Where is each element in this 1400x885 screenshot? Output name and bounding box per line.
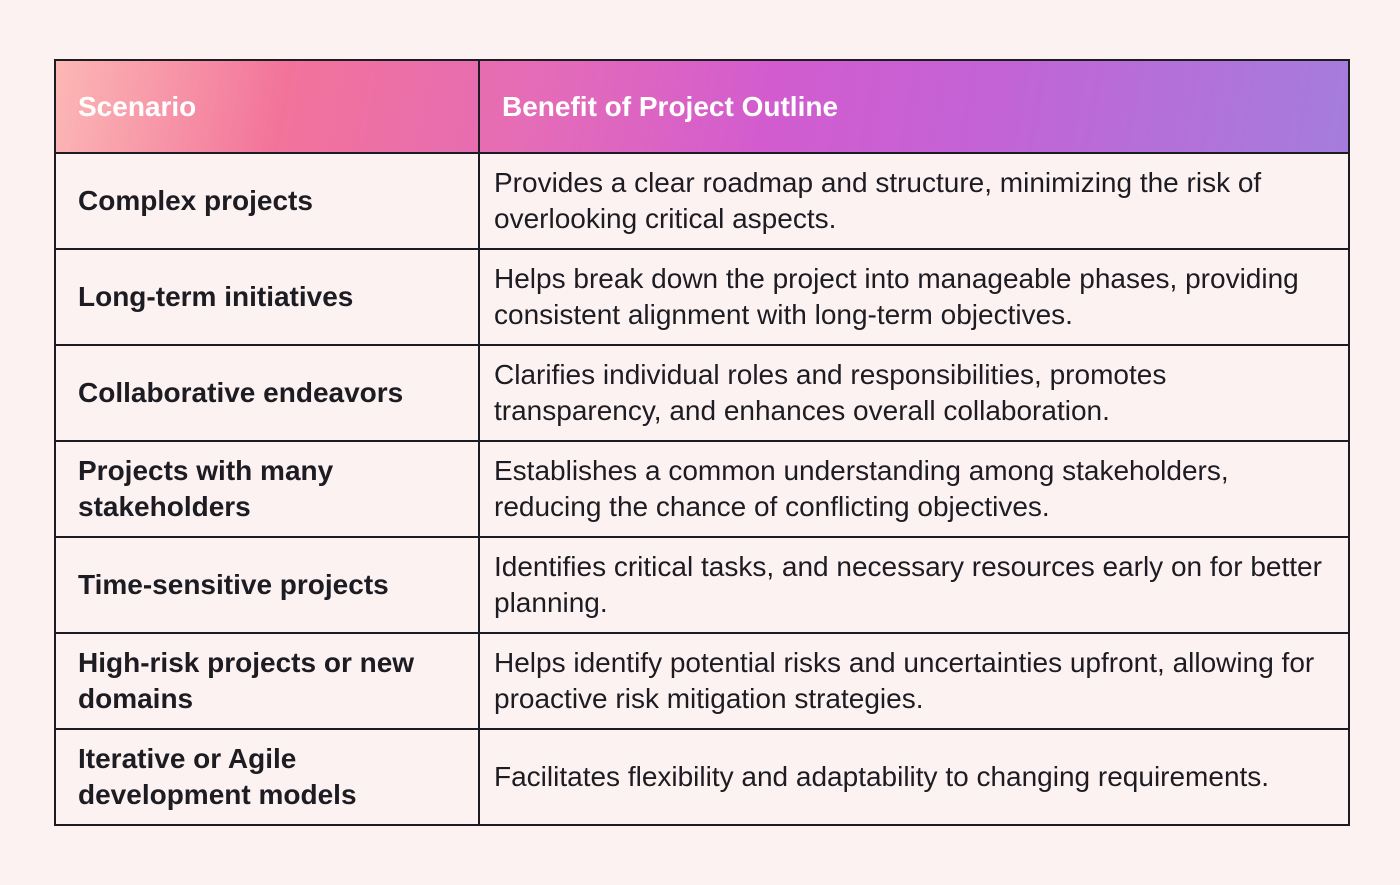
table-row: High-risk projects or new domains Helps … [54, 632, 1350, 730]
benefit-cell: Clarifies individual roles and responsib… [478, 344, 1350, 442]
scenario-benefit-table: Scenario Benefit of Project Outline Comp… [54, 59, 1350, 826]
table-row: Collaborative endeavors Clarifies indivi… [54, 344, 1350, 442]
scenario-cell: Projects with many stakeholders [54, 440, 480, 538]
scenario-cell: Time-sensitive projects [54, 536, 480, 634]
benefit-cell: Facilitates flexibility and adaptability… [478, 728, 1350, 826]
benefit-cell: Provides a clear roadmap and structure, … [478, 152, 1350, 250]
benefit-cell: Helps break down the project into manage… [478, 248, 1350, 346]
scenario-cell: Complex projects [54, 152, 480, 250]
table-row: Iterative or Agile development models Fa… [54, 728, 1350, 826]
scenario-cell: Iterative or Agile development models [54, 728, 480, 826]
header-scenario: Scenario [54, 59, 480, 154]
scenario-cell: High-risk projects or new domains [54, 632, 480, 730]
scenario-benefit-table-container: Scenario Benefit of Project Outline Comp… [54, 59, 1350, 826]
table-row: Long-term initiatives Helps break down t… [54, 248, 1350, 346]
benefit-cell: Identifies critical tasks, and necessary… [478, 536, 1350, 634]
header-benefit: Benefit of Project Outline [478, 59, 1350, 154]
table-header-row: Scenario Benefit of Project Outline [54, 59, 1350, 154]
scenario-cell: Collaborative endeavors [54, 344, 480, 442]
table-row: Projects with many stakeholders Establis… [54, 440, 1350, 538]
scenario-cell: Long-term initiatives [54, 248, 480, 346]
table-row: Complex projects Provides a clear roadma… [54, 152, 1350, 250]
benefit-cell: Establishes a common understanding among… [478, 440, 1350, 538]
table-row: Time-sensitive projects Identifies criti… [54, 536, 1350, 634]
benefit-cell: Helps identify potential risks and uncer… [478, 632, 1350, 730]
